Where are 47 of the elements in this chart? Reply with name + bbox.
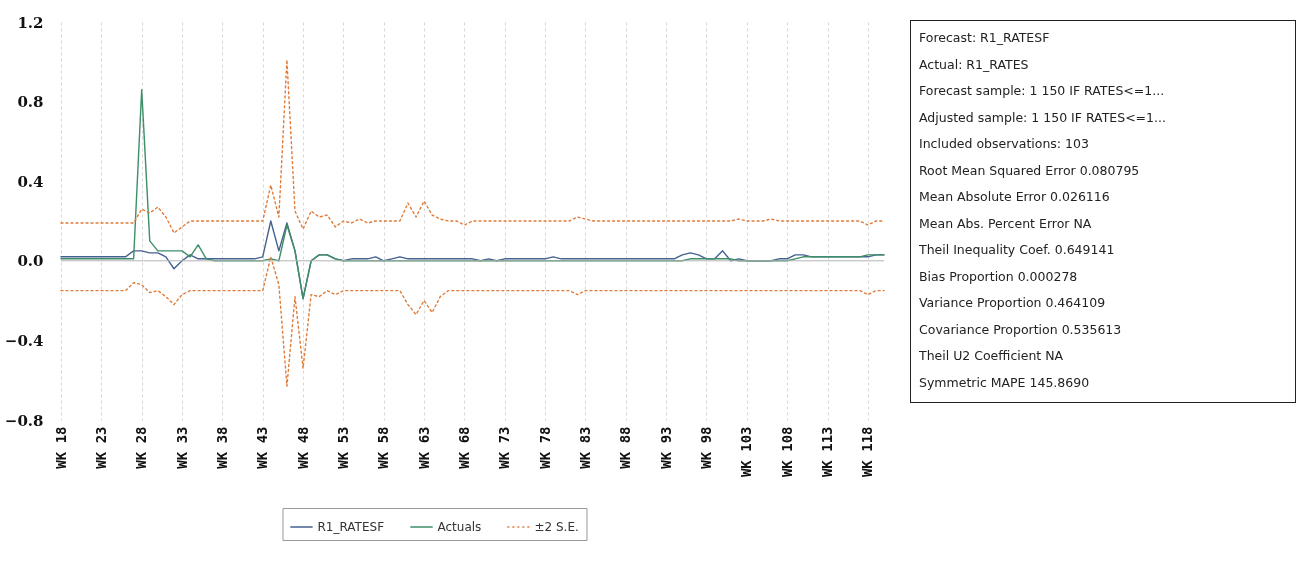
x-tick-label: WK 118 — [859, 426, 876, 478]
text: Variance Proportion 0.464109 — [919, 294, 1107, 312]
text: Adjusted sample: 1 150 IF RATES<=1... — [919, 108, 1167, 127]
text: Root Mean Squared Error 0.080795 — [919, 161, 1141, 180]
line-series — [60, 59, 885, 234]
text: Symmetric MAPE 145.8690 — [919, 373, 1091, 392]
x-tick-label: WK 98 — [697, 426, 714, 469]
line-series — [60, 256, 885, 387]
text: Included observations: 103 — [919, 135, 1090, 153]
legend-label: ±2 S.E. — [534, 520, 579, 534]
x-tick-label: WK 78 — [536, 426, 553, 469]
y-tick-label: −0.4 — [4, 331, 44, 350]
x-tick-label: WK 43 — [254, 426, 271, 469]
text: Covariance Proportion 0.535613 — [919, 320, 1123, 339]
text: Theil U2 Coefficient NA — [919, 347, 1065, 365]
x-tick-label: WK 63 — [415, 426, 432, 469]
x-tick-label: WK 68 — [455, 426, 472, 469]
x-tick-label: WK 53 — [334, 426, 351, 469]
x-tick-label: WK 108 — [778, 426, 795, 478]
text: Bias Proportion 0.000278 — [919, 267, 1079, 286]
x-tick-label: WK 28 — [133, 426, 150, 469]
x-tick-label: WK 113 — [819, 426, 836, 478]
text: Mean Absolute Error 0.026116 — [919, 188, 1111, 206]
x-tick-label: WK 33 — [173, 426, 190, 469]
y-tick-label: −0.8 — [4, 411, 44, 430]
x-tick-label: WK 73 — [496, 426, 513, 469]
text: Forecast sample: 1 150 IF RATES<=1... — [919, 82, 1166, 100]
x-tick-label: WK 103 — [738, 426, 755, 478]
x-tick-label: WK 83 — [576, 426, 593, 469]
text: Forecast: R1_RATESF — [919, 29, 1051, 47]
y-tick-label: 0.4 — [17, 172, 44, 191]
text: Actual: R1_RATES — [919, 55, 1030, 74]
x-tick-label: WK 48 — [294, 426, 311, 469]
x-tick-label: WK 38 — [213, 426, 230, 469]
x-tick-label: WK 88 — [617, 426, 634, 469]
y-tick-label: 1.2 — [17, 13, 44, 32]
legend-label: R1_RATESF — [317, 520, 385, 534]
x-tick-label: WK 23 — [92, 426, 109, 469]
x-tick-label: WK 58 — [375, 426, 392, 469]
x-tick-label: WK 18 — [52, 426, 69, 469]
y-tick-label: 0.0 — [17, 252, 44, 271]
x-tick-label: WK 93 — [657, 426, 674, 469]
text: Theil Inequality Coef. 0.649141 — [919, 241, 1116, 259]
y-tick-label: 0.8 — [17, 93, 44, 112]
legend-label: Actuals — [437, 520, 482, 534]
text: Mean Abs. Percent Error NA — [919, 214, 1093, 233]
line-series — [60, 88, 885, 300]
